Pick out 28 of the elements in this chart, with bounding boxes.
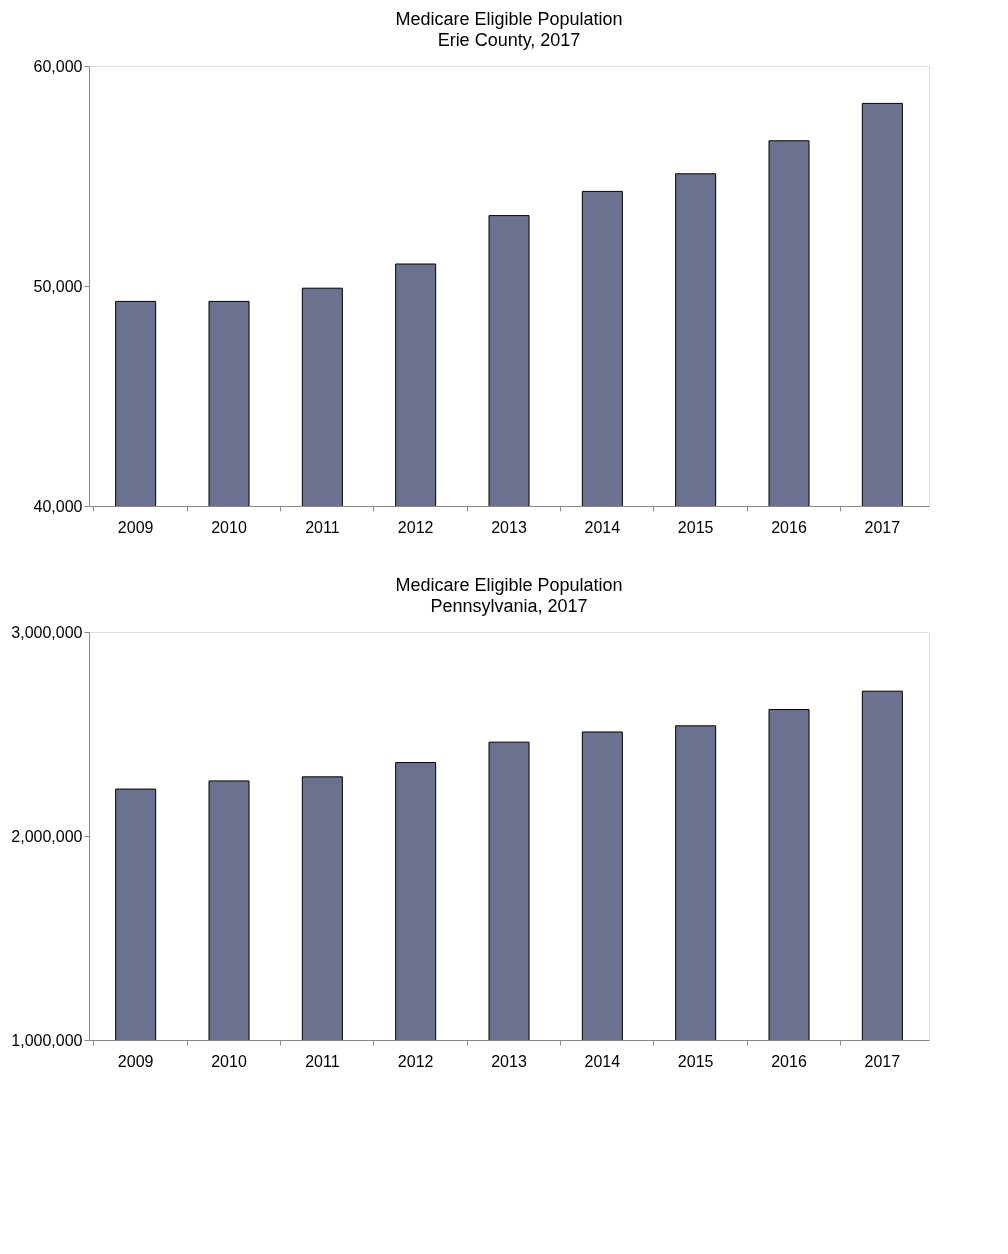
x-tick-label: 2012 [397, 518, 434, 536]
x-tick-label: 2015 [677, 518, 714, 536]
y-tick-label: 60,000 [33, 57, 83, 75]
x-tick-label: 2009 [117, 1052, 154, 1070]
y-tick-label: 1,000,000 [11, 1031, 83, 1049]
x-tick-label: 2014 [584, 1052, 621, 1070]
y-tick-label: 2,000,000 [11, 827, 83, 845]
x-tick-label: 2017 [864, 1052, 901, 1070]
chart-title: Medicare Eligible Population [395, 9, 623, 29]
x-tick-label: 2015 [677, 1052, 714, 1070]
chart-subtitle: Pennsylvania, 2017 [430, 596, 588, 616]
x-tick-label: 2012 [397, 1052, 434, 1070]
chart-subtitle: Erie County, 2017 [437, 30, 581, 50]
y-tick-label: 3,000,000 [11, 623, 83, 641]
x-tick-label: 2013 [491, 518, 527, 536]
x-tick-label: 2013 [491, 1052, 527, 1070]
y-tick-label: 50,000 [33, 277, 83, 295]
x-tick-label: 2016 [771, 518, 807, 536]
x-tick-label: 2011 [305, 1052, 340, 1070]
x-tick-label: 2017 [864, 518, 901, 536]
x-tick-label: 2011 [305, 518, 340, 536]
chart-title: Medicare Eligible Population [395, 575, 623, 595]
x-tick-label: 2016 [771, 1052, 807, 1070]
x-tick-label: 2010 [211, 1052, 247, 1070]
y-tick-label: 40,000 [33, 497, 83, 515]
x-tick-label: 2014 [584, 518, 621, 536]
x-tick-label: 2009 [117, 518, 154, 536]
x-tick-label: 2010 [211, 518, 247, 536]
